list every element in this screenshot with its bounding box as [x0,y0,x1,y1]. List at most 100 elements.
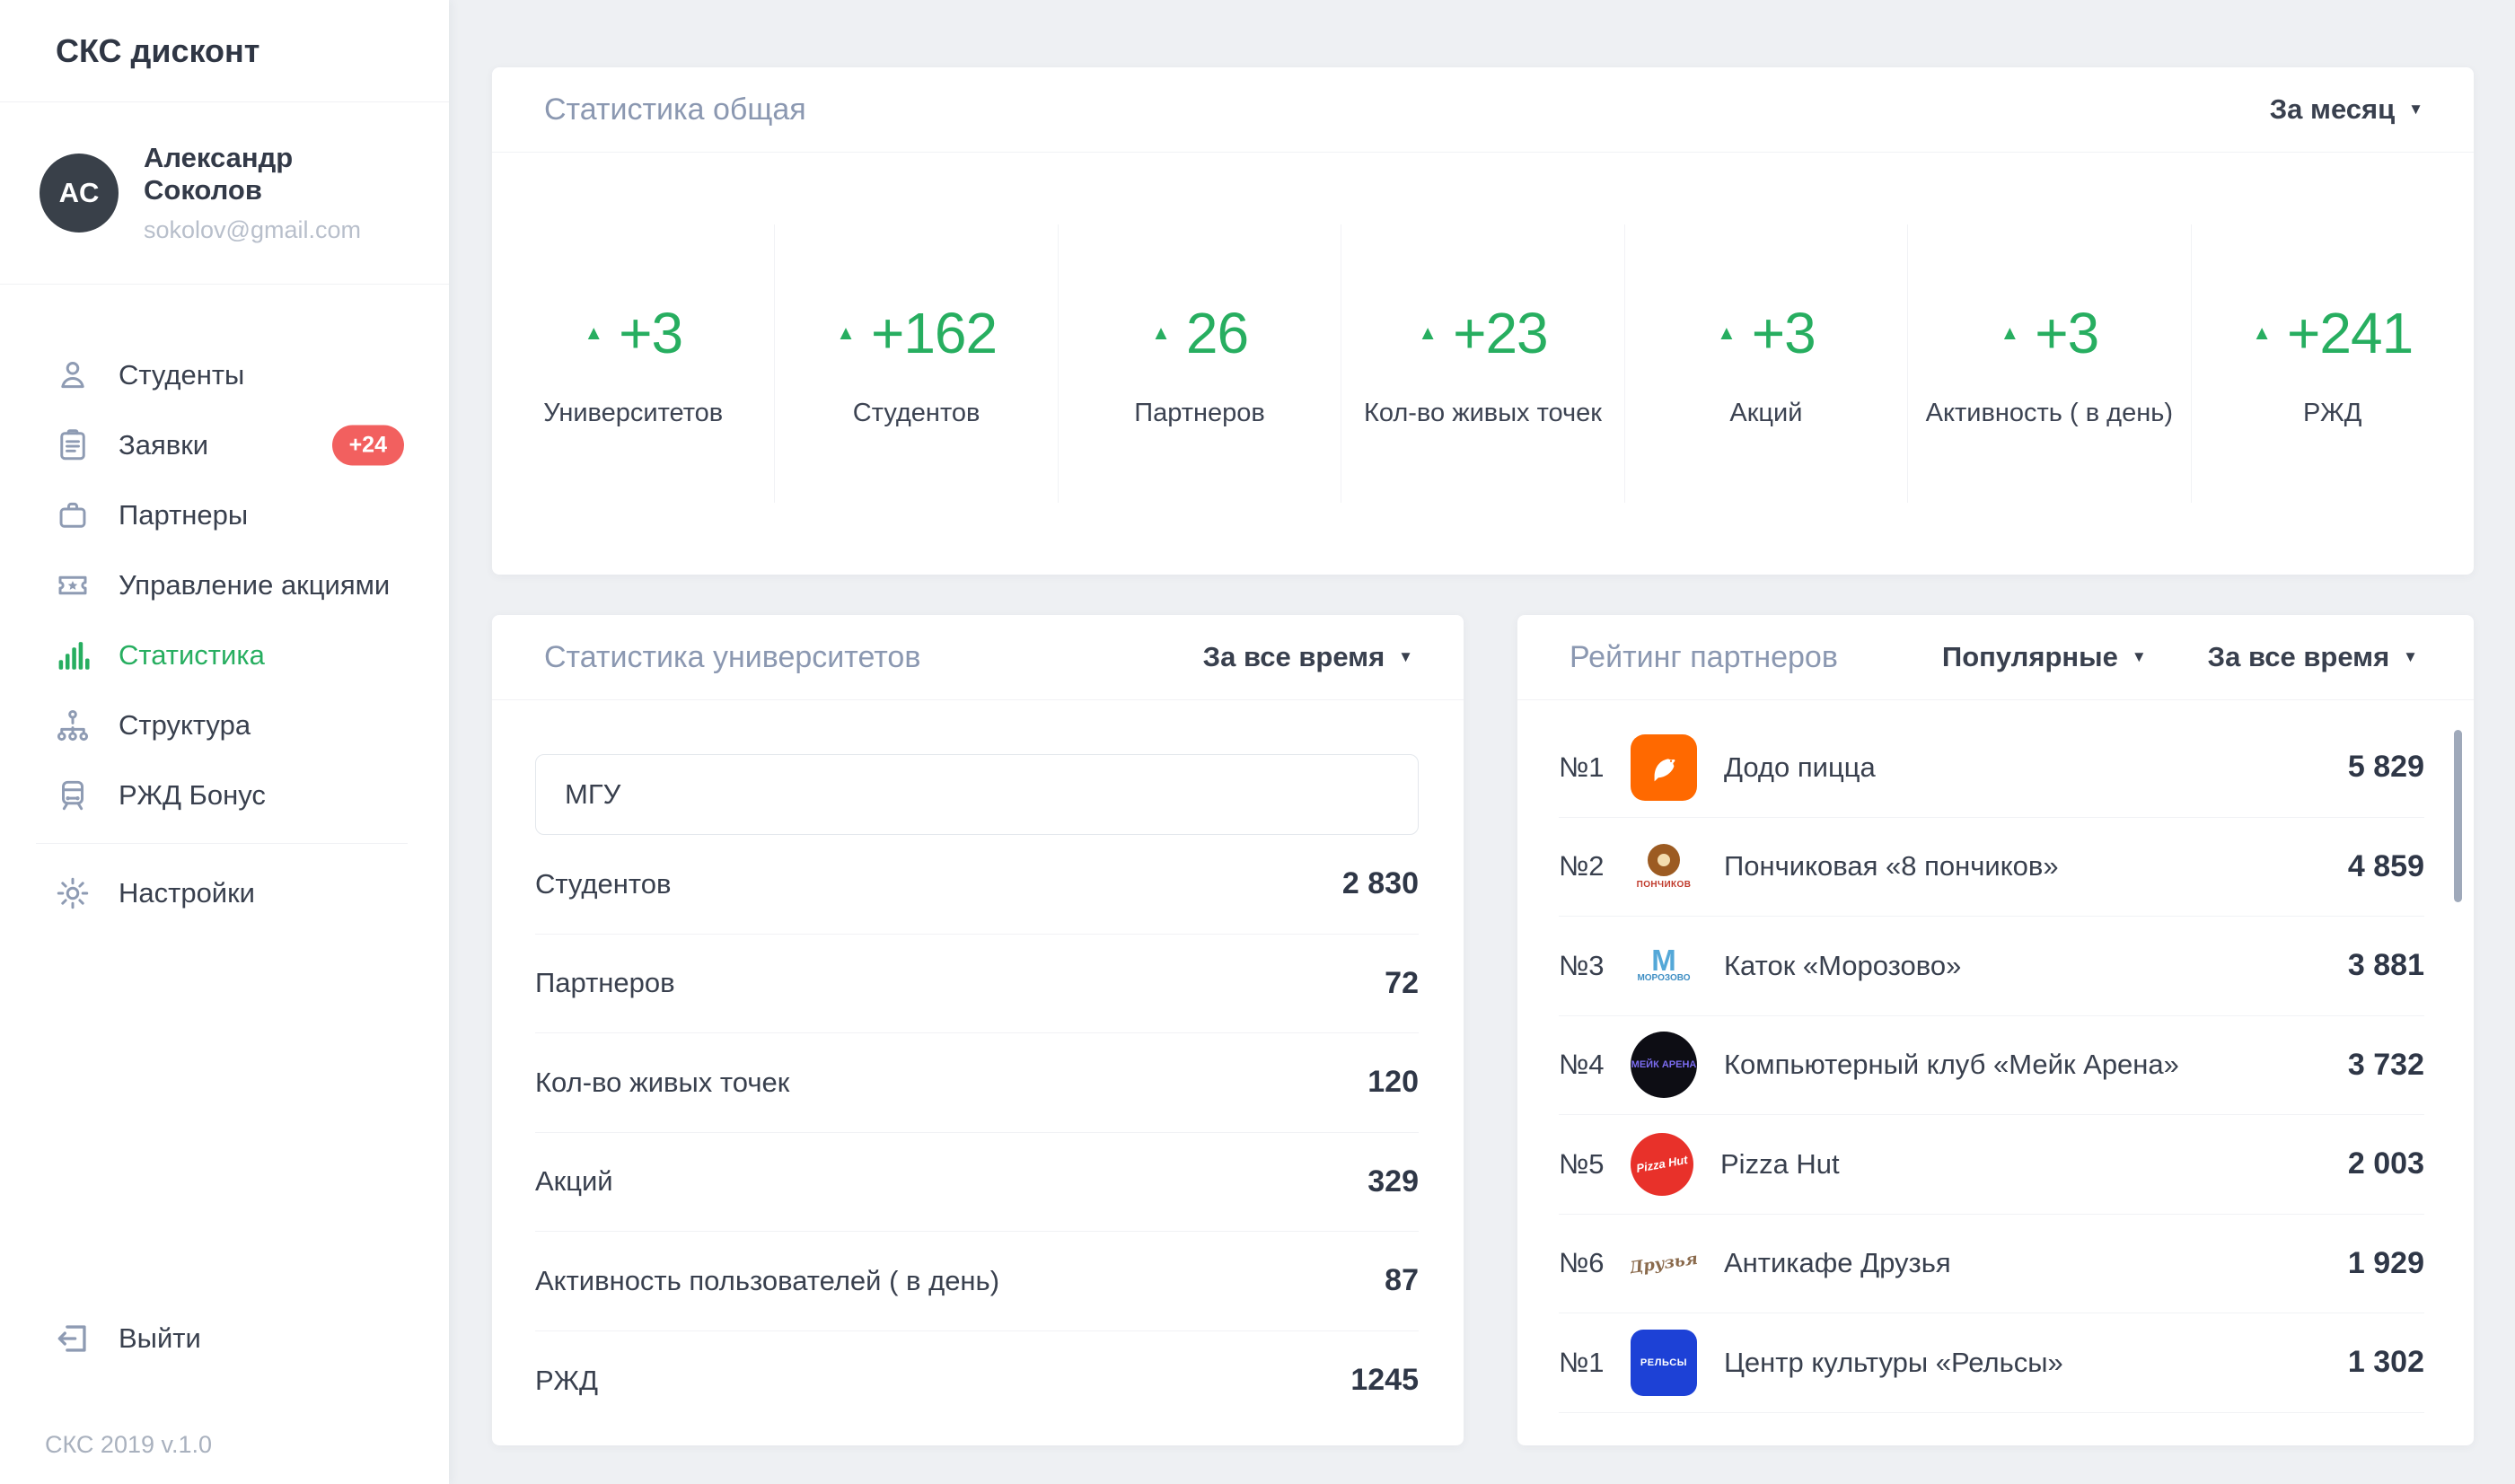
requests-count-badge: +24 [332,426,404,466]
ponchikovaya-logo: ПОНЧИКОВ [1631,833,1697,900]
stat-row: Акций 329 [535,1133,1419,1233]
partner-period-dropdown[interactable]: За все время ▼ [2208,641,2418,673]
user-icon [52,355,93,396]
row-label: РЖД [535,1365,598,1397]
user-meta: Александр Соколов sokolov@gmail.com [144,142,413,244]
partner-value: 3 732 [2330,1048,2424,1083]
overall-stats-header: Статистика общая За месяц ▼ [492,67,2474,153]
stat-row: Кол-во живых точек 120 [535,1033,1419,1133]
partner-period-value: За все время [2208,641,2390,673]
stat-label: РЖД [2303,399,2361,428]
arrow-up-icon: ▲ [1717,321,1736,345]
scrollbar-thumb[interactable] [2454,730,2462,902]
arrow-up-icon: ▲ [2000,321,2018,345]
stat-row: РЖД 1245 [535,1331,1419,1431]
stat-label: Университетов [543,399,723,428]
chevron-down-icon: ▼ [1398,648,1413,666]
row-value: 120 [1367,1065,1419,1100]
meik-arena-logo: МЕЙК АРЕНА [1631,1032,1697,1098]
partner-rank: №5 [1559,1148,1616,1181]
sidebar-item-requests[interactable]: Заявки +24 [0,410,449,480]
sidebar-item-promotions[interactable]: Управление акциями [0,550,449,620]
stat-universities: ▲+3 Университетов [492,224,774,503]
overall-period-dropdown[interactable]: За месяц ▼ [2270,93,2423,126]
overall-stats-row: ▲+3 Университетов ▲+162 Студентов ▲26 Па… [492,153,2474,575]
university-period-value: За все время [1203,641,1385,673]
stat-value: +241 [2287,300,2413,366]
row-label: Активность пользователей ( в день) [535,1265,999,1297]
arrow-up-icon: ▲ [584,321,602,345]
app-root: СКС дисконт AC Александр Соколов sokolov… [0,0,2515,1484]
sidebar-item-label: РЖД Бонус [119,779,266,812]
university-search-input[interactable] [535,754,1419,835]
sidebar: СКС дисконт AC Александр Соколов sokolov… [0,0,449,1484]
nav-divider [36,843,408,844]
sidebar-item-label: Партнеры [119,499,248,531]
sitemap-icon [52,705,93,746]
sidebar-item-structure[interactable]: Структура [0,690,449,760]
partner-row: №2 ПОНЧИКОВ Пончиковая «8 пончиков» 4 85… [1559,818,2424,918]
partner-name: Пончиковая «8 пончиков» [1724,850,2059,882]
sidebar-item-partners[interactable]: Партнеры [0,480,449,550]
partner-row: №3 М МОРОЗОВО Каток «Морозово» 3 881 [1559,917,2424,1016]
clipboard-icon [52,425,93,466]
stat-value: +162 [871,300,997,366]
stat-row: Активность пользователей ( в день) 87 [535,1232,1419,1331]
logo-caption: РЕЛЬСЫ [1640,1357,1687,1368]
sidebar-item-label: Заявки [119,429,208,461]
partner-row: №6 Друзья Антикафе Друзья 1 929 [1559,1215,2424,1314]
chevron-down-icon: ▼ [2132,648,2147,666]
partner-list: №1 Додо пицца 5 829 №2 ПОНЧИКОВ П [1517,700,2474,1413]
bar-chart-icon [52,635,93,676]
stat-partners: ▲26 Партнеров [1058,224,1341,503]
sidebar-item-students[interactable]: Студенты [0,340,449,410]
sidebar-item-rzd-bonus[interactable]: РЖД Бонус [0,760,449,830]
donut-icon [1648,844,1680,876]
partner-value: 1 302 [2330,1345,2424,1380]
partner-row: №1 РЕЛЬСЫ Центр культуры «Рельсы» 1 302 [1559,1313,2424,1413]
stat-label: Партнеров [1134,399,1265,428]
sidebar-nav: Студенты Заявки +24 Партнеры Управле [0,285,449,928]
university-stats-body: Студентов 2 830 Партнеров 72 Кол-во живы… [492,700,1464,1430]
sidebar-item-statistics[interactable]: Статистика [0,620,449,690]
partner-value: 5 829 [2330,750,2424,785]
stat-value: 26 [1186,300,1248,366]
chevron-down-icon: ▼ [2408,101,2423,119]
logo-letter: М [1651,948,1676,973]
partner-row: №1 Додо пицца 5 829 [1559,718,2424,818]
stat-label: Активность ( в день) [1926,399,2173,428]
row-value: 1245 [1350,1363,1419,1398]
main-content: Статистика общая За месяц ▼ ▲+3 Универси… [449,0,2515,1484]
partner-rank: №4 [1559,1049,1616,1081]
brand-logo: СКС дисконт [0,0,449,102]
logo-caption: Pizza Hut [1635,1153,1689,1175]
stat-value: +3 [1752,300,1816,366]
app-version: СКС 2019 v.1.0 [0,1431,449,1484]
logout-label: Выйти [119,1322,201,1355]
sidebar-item-label: Управление акциями [119,569,390,602]
stat-value: +23 [1453,300,1548,366]
dodo-pizza-logo [1631,734,1697,801]
sidebar-item-settings[interactable]: Настройки [0,858,449,928]
stat-label: Акций [1729,399,1802,428]
partner-name: Центр культуры «Рельсы» [1724,1347,2063,1379]
pizza-hut-logo: Pizza Hut [1631,1133,1693,1196]
logout-icon [52,1318,93,1359]
logout-button[interactable]: Выйти [0,1304,449,1374]
row-label: Партнеров [535,967,675,999]
partner-value: 4 859 [2330,849,2424,884]
university-period-dropdown[interactable]: За все время ▼ [1203,641,1413,673]
sidebar-item-label: Студенты [119,359,244,391]
partner-rating-title: Рейтинг партнеров [1570,640,1838,675]
overall-stats-card: Статистика общая За месяц ▼ ▲+3 Универси… [492,67,2474,575]
logo-caption: Друзья [1631,1249,1697,1278]
row-label: Акций [535,1165,613,1198]
ticket-star-icon [52,565,93,606]
overall-stats-title: Статистика общая [544,92,806,127]
stat-label: Кол-во живых точек [1364,399,1602,428]
stat-rzd: ▲+241 РЖД [2191,224,2474,503]
partner-name: Каток «Морозово» [1724,950,1961,982]
partner-rank: №3 [1559,950,1616,982]
partner-sort-dropdown[interactable]: Популярные ▼ [1942,641,2147,673]
sidebar-item-label: Настройки [119,877,255,909]
